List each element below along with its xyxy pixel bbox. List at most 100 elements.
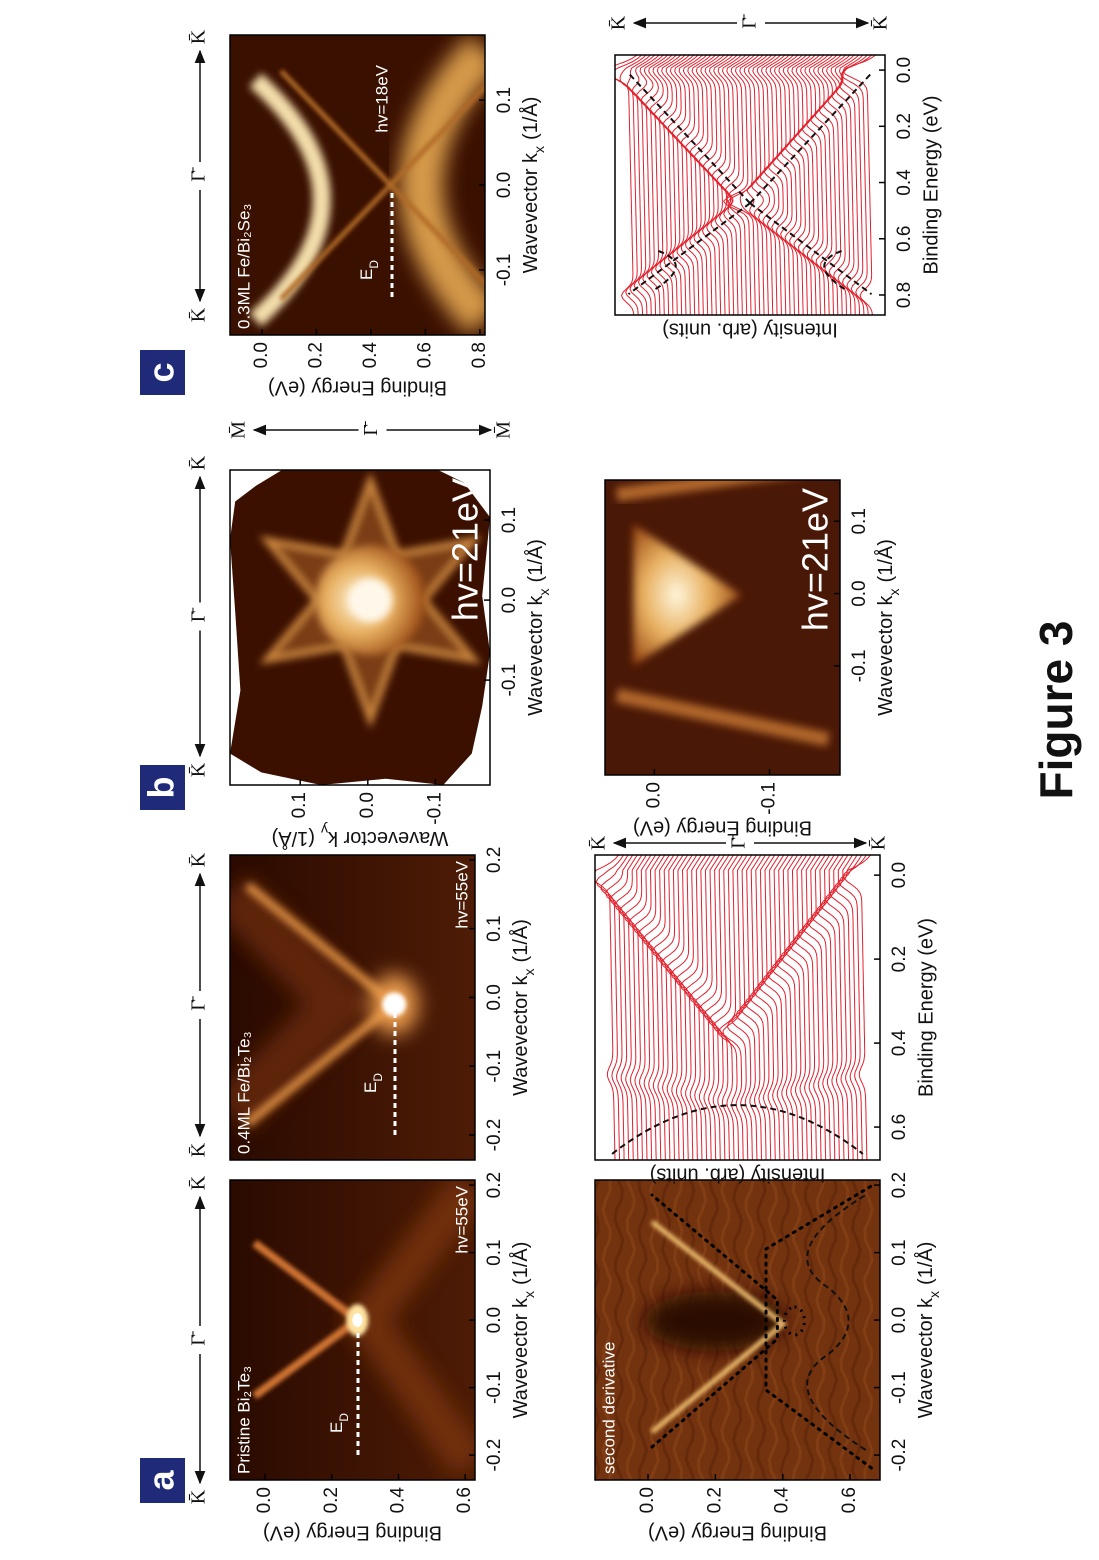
x-tick-label: -0.2 [889, 1439, 910, 1472]
symmetry-point: M̄ [228, 421, 250, 439]
photon-energy: hv=21eV [795, 488, 836, 631]
x-axis-label: Binding Energy (eV) [920, 96, 942, 275]
edc-curve [670, 855, 698, 1160]
dirac-label: ED [357, 260, 381, 280]
surface-band [650, 1220, 788, 1434]
x-axis-label: Wavevector kx (1/Å) [509, 1242, 536, 1419]
plot-image [595, 855, 880, 1160]
edc-curve [615, 55, 643, 315]
edc-curve [651, 855, 679, 1160]
x-axis-label-sub: x [886, 588, 902, 595]
guide-curve [823, 249, 846, 290]
edc-curve [842, 55, 876, 315]
symmetry-point: K̄ [188, 29, 210, 44]
y-tick-label: 0.0 [643, 782, 664, 808]
edc-curve [726, 855, 753, 1160]
dirac-label: ED [327, 1413, 351, 1433]
x-axis-label-main: Wavevector k [510, 974, 532, 1095]
x-axis-label: Wavevector kx (1/Å) [874, 539, 901, 716]
side-band [615, 480, 830, 502]
x-axis-label: Wavevector kx (1/Å) [914, 1242, 941, 1419]
edc-curve [793, 55, 816, 315]
x-tick-label: 0.1 [494, 87, 515, 113]
y-tick-label: 0.8 [469, 342, 490, 368]
rotated-figure: Figure 3 a b c -0.2 -0.1 0.0 0.1 0.2 Wavevector … [140, 13, 1082, 1544]
plot-image [605, 480, 840, 775]
x-axis-label-unit: (1/Å) [519, 97, 542, 140]
y-tick-label: -0.1 [424, 792, 445, 825]
x-tick-label: 0.2 [894, 113, 915, 139]
symmetry-point: K̄ [188, 852, 210, 867]
x-tick-label: -0.1 [484, 1371, 505, 1404]
edc-curve [838, 855, 867, 1160]
x-axis-label-main: Wavevector k [525, 594, 547, 715]
x-tick-label: -0.2 [484, 1119, 505, 1152]
panel-badge [140, 350, 185, 395]
dirac-label-sub: D [367, 260, 381, 269]
symmetry-point: Γ̄ [188, 166, 210, 182]
figure-label: Figure 3 [1030, 621, 1082, 800]
symmetry-point: K̄ [588, 835, 610, 850]
edc-curve [712, 855, 739, 1160]
guide-outline [783, 1305, 806, 1337]
photon-energy: hv=21eV [445, 478, 486, 621]
plot-frame [604, 479, 841, 776]
edc-curve [640, 55, 664, 315]
edc-curve [758, 855, 785, 1160]
x-tick-label: 0.1 [484, 1239, 505, 1265]
edc-curve [716, 55, 738, 315]
texture [791, 1180, 803, 1480]
y-tick-label: 0.2 [704, 1487, 725, 1513]
edc-curve [662, 55, 686, 315]
x-tick-label: 0.1 [484, 915, 505, 941]
edc-curve [699, 855, 725, 1160]
edc-curve [825, 855, 853, 1160]
x-axis-label: Binding Energy (eV) [915, 918, 937, 1097]
edc-curve [740, 855, 766, 1160]
edc-curve [703, 855, 730, 1160]
y-tick-label: 0.0 [254, 1487, 275, 1513]
edc-curve [793, 855, 821, 1160]
edc-curve [739, 55, 764, 315]
guide-outline [764, 1184, 873, 1470]
x-tick-label: 0.2 [484, 1172, 505, 1198]
edc-curve [789, 855, 817, 1160]
edc-curve [731, 855, 757, 1160]
panel-letter: b [141, 777, 182, 799]
plot-frame [614, 54, 886, 316]
edc-curve [735, 855, 762, 1160]
dirac-label-main: E [361, 1082, 380, 1093]
texture [803, 1180, 815, 1480]
surface-band [633, 524, 742, 666]
guide-curve [806, 1194, 867, 1451]
plot-image [230, 470, 490, 785]
symmetry-point: Γ̄ [739, 13, 761, 29]
edc-curve [676, 55, 699, 315]
dirac-label-sub: D [337, 1413, 351, 1422]
symmetry-point: K̄ [188, 1489, 210, 1504]
edc-curve [762, 855, 789, 1160]
edc-curve [788, 55, 812, 315]
edc-curve [595, 855, 619, 1160]
surface-band [279, 69, 485, 301]
edc-curve [801, 55, 825, 315]
edc-curve [619, 55, 647, 315]
panel-letter: c [141, 362, 182, 382]
texture [613, 1180, 625, 1480]
edc-curve [829, 855, 858, 1160]
edc-curve [763, 55, 786, 315]
texture [815, 1180, 827, 1480]
edc-curve [702, 55, 725, 315]
x-tick-label: 0.6 [894, 226, 915, 252]
edc-curve [675, 855, 702, 1160]
x-tick-label: -0.1 [849, 649, 870, 682]
edc-curve [726, 55, 751, 315]
edc-curve [780, 55, 803, 315]
x-tick-label: 0.4 [889, 1029, 910, 1056]
bulk-band [230, 874, 376, 1132]
y-axis-label: Wavevector ky (1/Å) [272, 822, 449, 849]
edc-curve [642, 855, 670, 1160]
edc-curve [661, 855, 689, 1160]
edc-curve [810, 55, 833, 315]
